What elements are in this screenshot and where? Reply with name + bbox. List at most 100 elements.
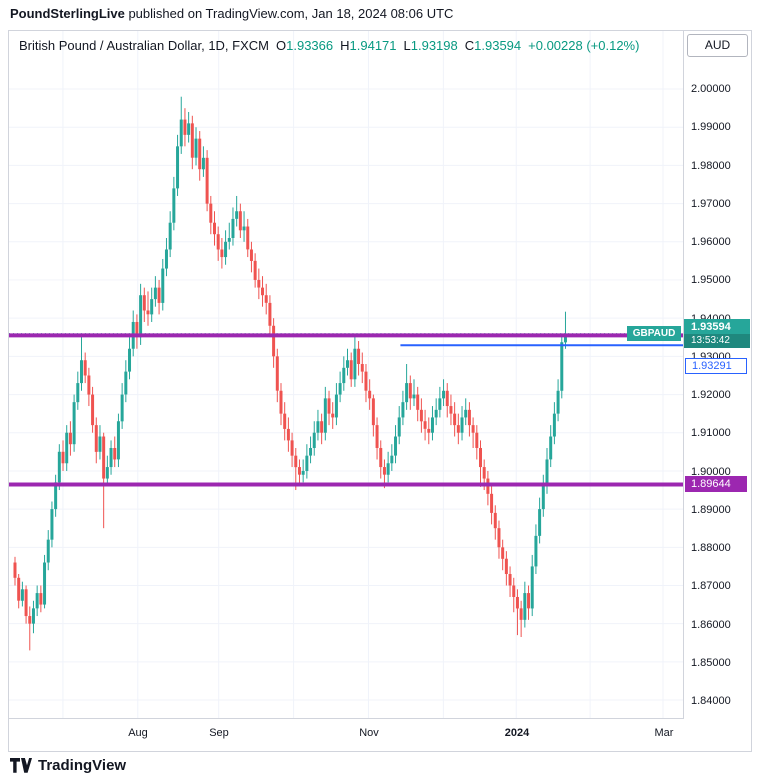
candle-body [412,394,416,399]
candle-body [224,241,228,258]
candle-body [379,447,383,468]
chart-frame [8,30,752,752]
candle-body [264,295,268,303]
candle-body [438,398,442,410]
current-price-badge: 1.93594 13:53:42 [684,319,750,348]
price-tick-label: 1.97000 [691,198,731,210]
candle-body [286,428,290,441]
candle-body [124,371,128,395]
candle-body [552,413,556,437]
candle-body [113,447,117,460]
candle-body [493,512,497,529]
attribution-header: PoundSterlingLive published on TradingVi… [10,6,453,21]
tradingview-wordmark[interactable]: TradingView [38,757,127,774]
current-price-value: 1.93594 [691,321,731,333]
candle-body [146,310,150,315]
candle-body [475,432,479,448]
time-axis-label: Mar [654,727,674,739]
ohlc-high: H1.94171 [340,38,397,53]
candle-body [220,249,224,258]
candle-body [445,390,449,407]
candle-body [76,383,80,403]
candle-body [135,321,139,338]
candle-body [305,455,309,471]
candle-body [212,222,216,235]
candle-body [183,119,187,135]
purple-level-axis-label: 1.89644 [685,476,747,492]
candle-body [227,237,231,242]
time-axis-label: Aug [128,727,148,739]
candle-body [538,509,542,536]
candle-body [194,138,198,158]
candle-body [83,360,87,376]
candle-body [460,417,464,433]
candle-body [242,226,246,231]
candle-body [327,398,331,414]
candle-body [190,123,194,158]
candle-body [471,425,475,433]
candle-body [357,348,361,365]
candle-body [394,436,398,456]
candle-body [464,409,468,418]
candle-body [231,218,235,238]
candle-body [382,467,386,475]
candle-body [360,364,364,372]
candle-body [109,447,113,468]
ohlc-open: O1.93366 [276,38,334,53]
candle-body [519,608,523,620]
time-axis[interactable]: Aug Sep Nov 2024 Mar [9,719,683,752]
candle-body [501,547,505,559]
candle-body [371,398,375,426]
price-tick-label: 1.90000 [691,466,731,478]
candle-body [530,566,534,609]
chart-legend-row: British Pound / Australian Dollar, 1D, F… [19,38,639,53]
candle-body [560,342,564,391]
bar-countdown: 13:53:42 [684,334,750,348]
candle-body [257,279,261,288]
candle-body [364,371,368,391]
candle-body [430,417,434,433]
candle-body [479,447,482,468]
candle-body [416,394,420,410]
candle-body [275,356,279,391]
candle-body [65,432,69,464]
price-tick-label: 1.87000 [691,580,731,592]
candle-body [39,593,43,605]
currency-button[interactable]: AUD [687,34,748,57]
price-axis[interactable]: 1.93594 13:53:42 1.93291 1.89644 2.00000… [684,31,752,718]
candle-body [309,447,313,456]
candle-body [556,390,560,414]
price-tick-label: 1.92000 [691,389,731,401]
candle-body [94,425,98,452]
candle-body [346,360,349,368]
candle-body [24,589,28,617]
candle-body [150,299,154,315]
candle-body [534,535,538,567]
candle-body [290,440,294,456]
candle-body [405,383,409,403]
candle-body [504,558,508,575]
candle-body [172,188,176,223]
price-tick-label: 1.98000 [691,160,731,172]
time-axis-label: Nov [359,727,379,739]
chart-plot-area[interactable]: British Pound / Australian Dollar, 1D, F… [9,31,684,719]
candle-body [68,432,72,445]
candle-body [57,451,61,483]
candle-body [401,402,405,418]
tradingview-logo-icon[interactable] [10,758,32,773]
price-tick-label: 1.91000 [691,427,731,439]
candle-body [46,539,50,563]
candle-body [497,528,501,548]
candle-body [549,436,553,460]
candle-body [490,493,494,513]
candle-body [294,455,298,468]
candle-body [353,348,357,380]
candle-body [120,394,124,422]
candle-body [279,390,283,414]
candle-body [261,287,265,296]
candle-body [187,123,191,135]
candle-body [515,596,519,609]
candle-body [176,146,180,189]
candle-body [368,390,372,399]
candle-body [54,482,58,510]
